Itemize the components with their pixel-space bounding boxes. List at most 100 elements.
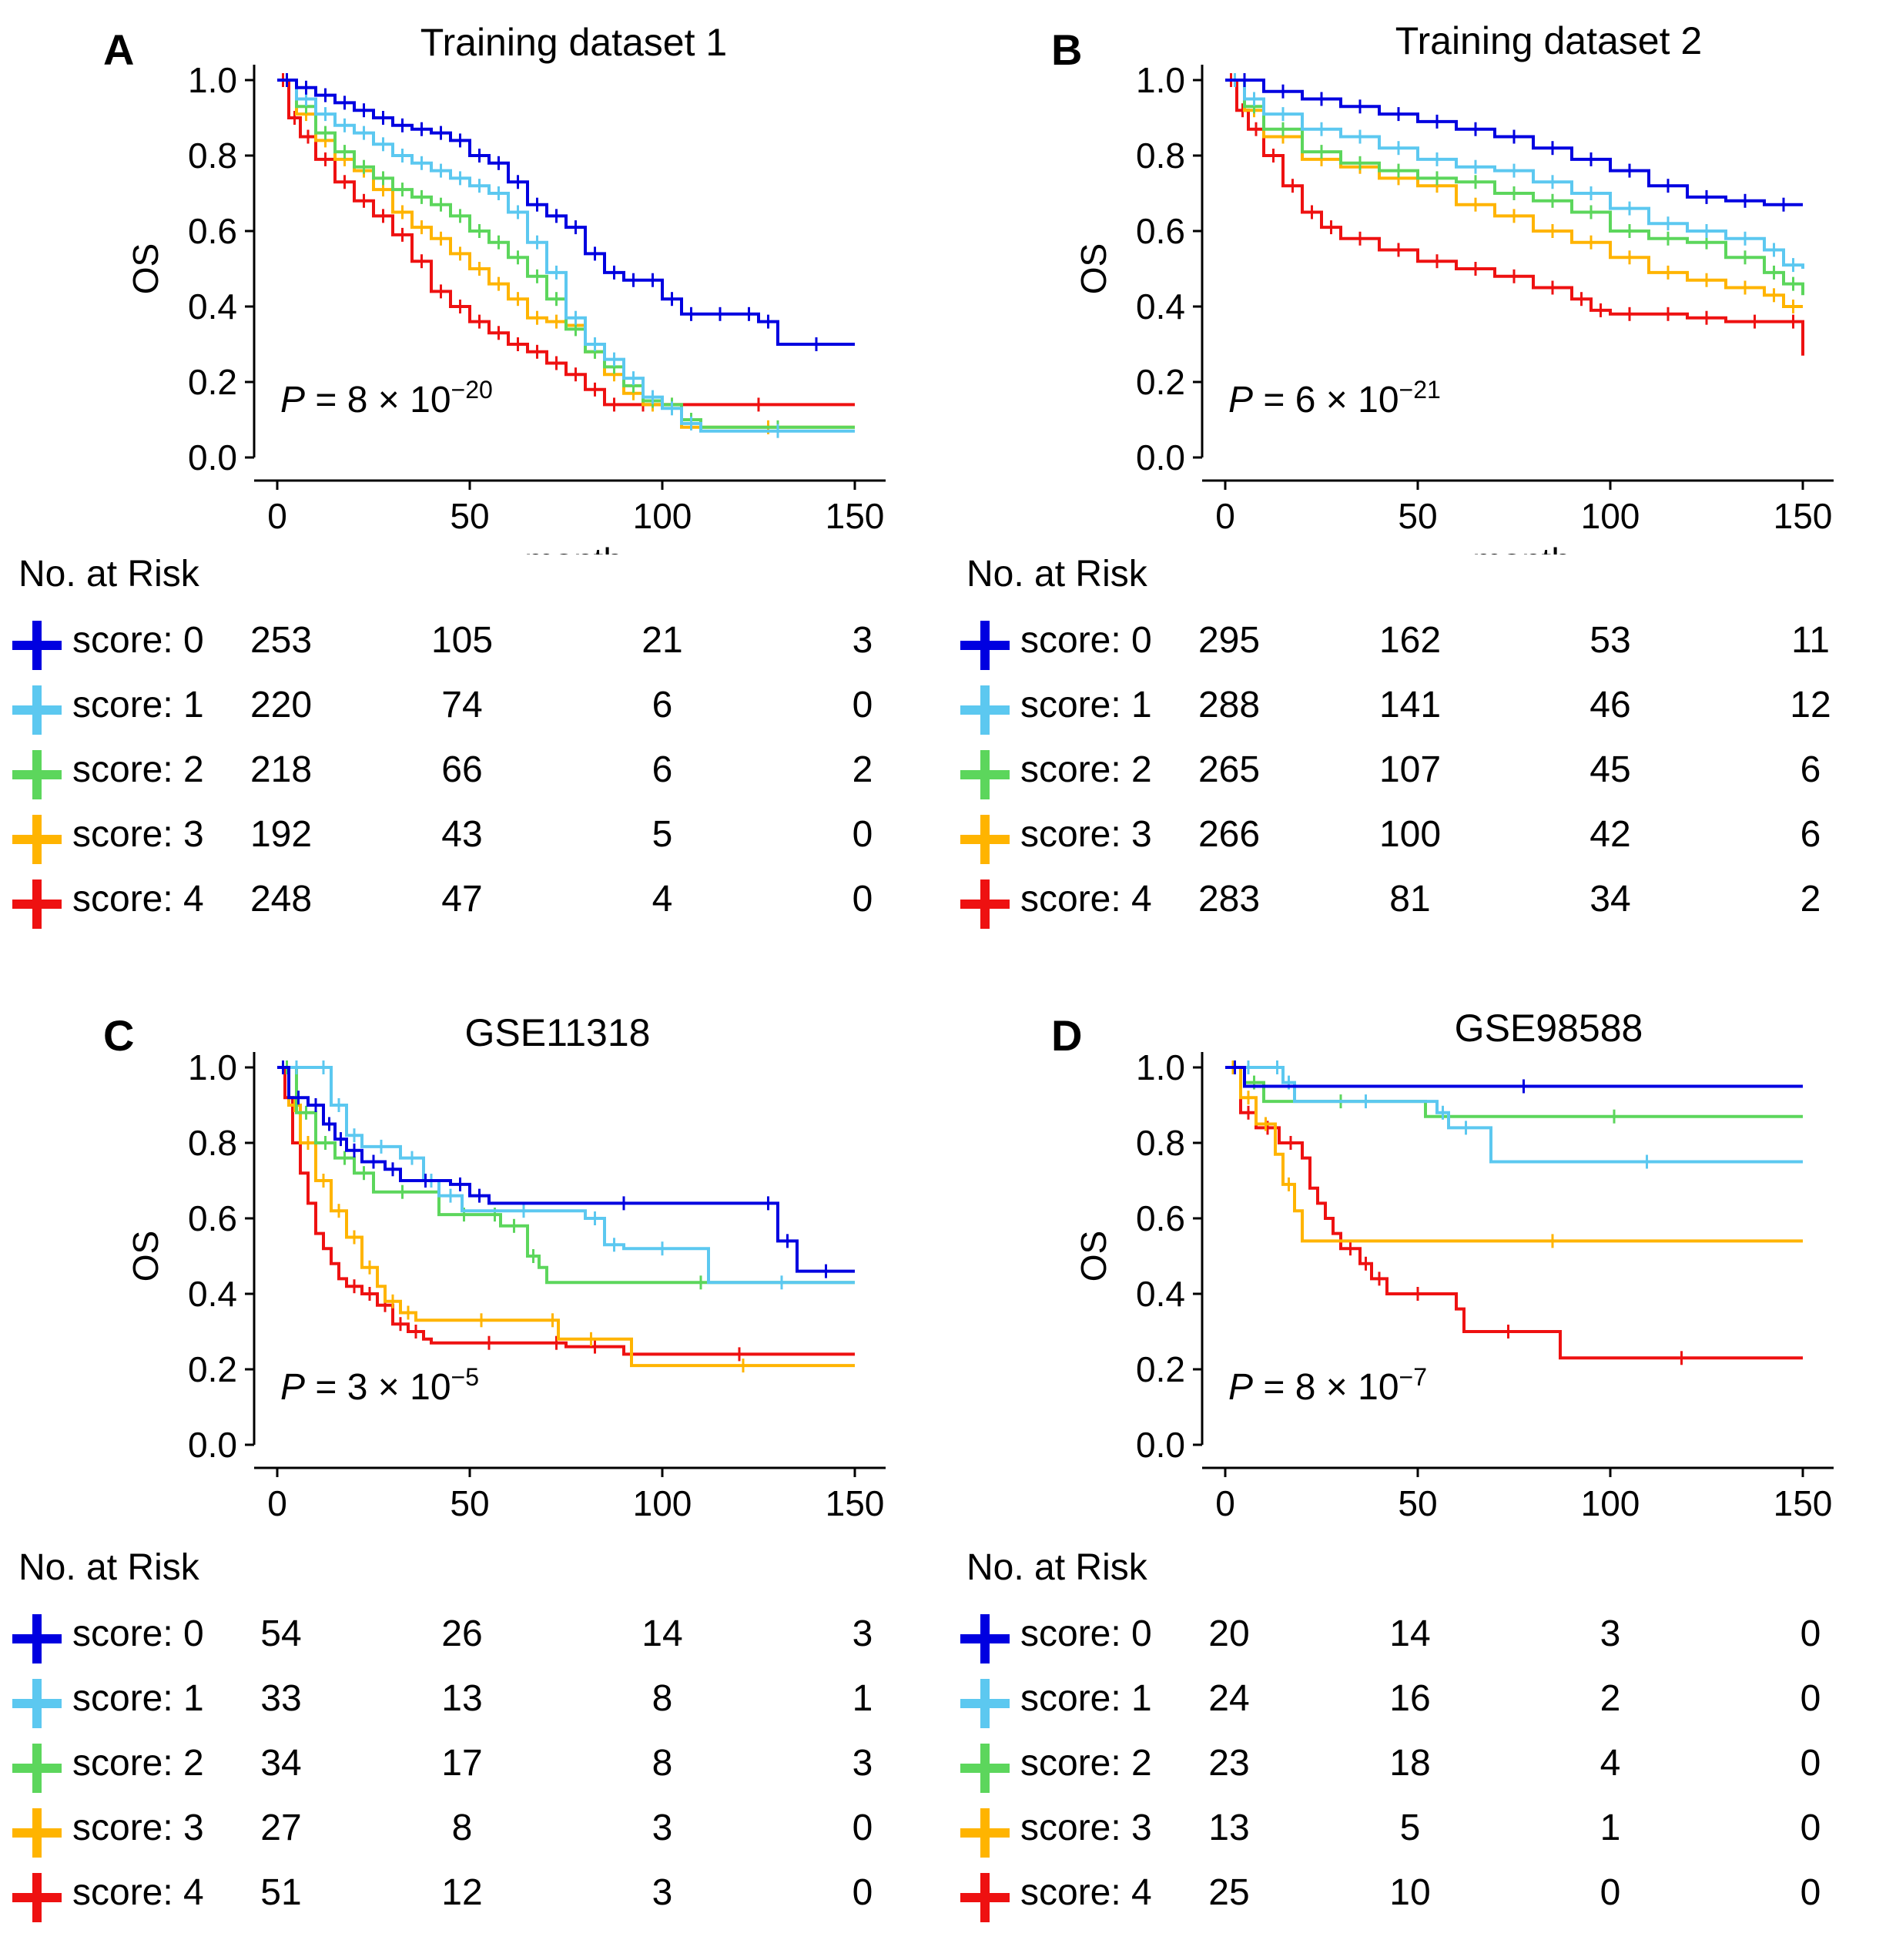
risk-count: 283: [1198, 879, 1261, 920]
panel-letter: A: [103, 25, 135, 74]
legend-marker-icon: [12, 1679, 62, 1728]
risk-count: 26: [441, 1613, 483, 1654]
p-value: P = 3 × 10−5: [280, 1363, 479, 1408]
risk-count: 192: [250, 814, 313, 855]
risk-row-label: score: 4: [72, 879, 204, 920]
survival-curve: [1225, 1066, 1803, 1164]
x-tick-label: 0: [267, 496, 287, 536]
risk-count: 42: [1589, 814, 1631, 855]
risk-count: 0: [1600, 1872, 1621, 1913]
risk-row-label: score: 4: [1020, 1872, 1152, 1913]
risk-count: 2: [852, 749, 873, 790]
survival-curve: [277, 1066, 855, 1368]
risk-count: 74: [441, 685, 483, 725]
risk-count: 0: [1800, 1613, 1821, 1654]
legend-marker-icon: [960, 685, 1010, 735]
y-tick-label: 0.2: [1136, 1349, 1185, 1389]
risk-table-title: No. at Risk: [966, 554, 1147, 595]
risk-count: 0: [1800, 1872, 1821, 1913]
risk-count: 34: [1589, 879, 1631, 920]
risk-count: 295: [1198, 620, 1261, 661]
risk-count: 12: [1790, 685, 1831, 725]
y-tick-label: 0.0: [188, 437, 237, 477]
risk-count: 3: [652, 1872, 673, 1913]
survival-curve: [1225, 79, 1804, 269]
y-axis-label: OS: [126, 1231, 166, 1282]
chart-title: Training dataset 2: [1395, 19, 1703, 62]
x-axis-label: month: [524, 541, 623, 554]
risk-count: 20: [1208, 1613, 1250, 1654]
legend-marker-icon: [960, 1808, 1010, 1858]
risk-count: 6: [1800, 749, 1821, 790]
risk-count: 0: [1800, 1808, 1821, 1848]
risk-count: 218: [250, 749, 313, 790]
risk-count: 248: [250, 879, 313, 920]
chart-title: GSE98588: [1454, 1007, 1643, 1050]
survival-curve: [1225, 1066, 1803, 1088]
risk-row-label: score: 1: [1020, 685, 1152, 725]
risk-count: 34: [260, 1743, 302, 1784]
panel-c: C GSE11318 0.00.20.40.60.81.0050100150mo…: [0, 980, 948, 1959]
risk-row-label: score: 1: [72, 685, 204, 725]
risk-row-label: score: 3: [72, 1808, 204, 1848]
chart-title: GSE11318: [464, 1011, 651, 1054]
risk-row: score: 3 27 8 3 0: [12, 1804, 936, 1865]
y-tick-label: 1.0: [1136, 60, 1185, 100]
risk-row: score: 0 295 162 53 11: [960, 616, 1884, 678]
risk-count: 27: [260, 1808, 302, 1848]
risk-count: 81: [1389, 879, 1431, 920]
risk-count: 14: [1389, 1613, 1431, 1654]
risk-count: 8: [652, 1678, 673, 1719]
y-tick-label: 0.0: [188, 1425, 237, 1465]
risk-count: 51: [260, 1872, 302, 1913]
y-tick-label: 0.0: [1136, 437, 1185, 477]
risk-count: 24: [1208, 1678, 1250, 1719]
legend-marker-icon: [12, 1873, 62, 1922]
risk-count: 12: [441, 1872, 483, 1913]
x-tick-label: 0: [1215, 496, 1235, 536]
y-tick-label: 0.4: [188, 1274, 237, 1314]
risk-count: 3: [1600, 1613, 1621, 1654]
x-tick-label: 150: [826, 496, 885, 536]
x-tick-label: 100: [633, 1483, 692, 1523]
survival-curve: [277, 79, 855, 346]
survival-curve: [277, 1066, 855, 1285]
survival-curve: [277, 1066, 855, 1356]
risk-row: score: 1 220 74 6 0: [12, 681, 936, 742]
risk-count: 3: [652, 1808, 673, 1848]
x-tick-label: 150: [1774, 1483, 1833, 1523]
risk-count: 0: [852, 814, 873, 855]
risk-row: score: 2 23 18 4 0: [960, 1739, 1884, 1801]
risk-count: 2: [1800, 879, 1821, 920]
legend-marker-icon: [960, 1744, 1010, 1793]
risk-count: 0: [1800, 1743, 1821, 1784]
risk-count: 3: [852, 620, 873, 661]
risk-row: score: 4 248 47 4 0: [12, 875, 936, 936]
km-plot: 0.0 0.2 0.4 0.6 0.8 1.0 0 50 100 150 month OS P = 6 …: [1074, 60, 1834, 554]
legend-marker-icon: [960, 1614, 1010, 1663]
risk-row-label: score: 4: [1020, 879, 1152, 920]
risk-count: 105: [430, 620, 494, 661]
y-tick-label: 0.4: [1136, 1274, 1185, 1314]
risk-row: score: 2 218 66 6 2: [12, 745, 936, 807]
risk-row-label: score: 1: [1020, 1678, 1152, 1719]
risk-row-label: score: 3: [72, 814, 204, 855]
risk-count: 45: [1589, 749, 1631, 790]
y-axis-label: OS: [1074, 243, 1114, 294]
risk-row: score: 0 20 14 3 0: [960, 1610, 1884, 1671]
legend-marker-icon: [12, 750, 62, 799]
x-axis-label: month: [524, 1528, 623, 1534]
risk-count: 46: [1589, 685, 1631, 725]
y-axis-label: OS: [1074, 1231, 1114, 1282]
x-tick-label: 50: [1398, 496, 1437, 536]
risk-count: 0: [1800, 1678, 1821, 1719]
p-value: P = 8 × 10−7: [1228, 1363, 1427, 1408]
risk-count: 0: [852, 879, 873, 920]
risk-row: score: 4 51 12 3 0: [12, 1868, 936, 1930]
risk-row-label: score: 4: [72, 1872, 204, 1913]
survival-curve: [1225, 1066, 1803, 1360]
p-value: P = 8 × 10−20: [280, 376, 493, 420]
x-tick-label: 100: [1581, 1483, 1640, 1523]
risk-row-label: score: 2: [1020, 1743, 1152, 1784]
risk-row-label: score: 3: [1020, 814, 1152, 855]
